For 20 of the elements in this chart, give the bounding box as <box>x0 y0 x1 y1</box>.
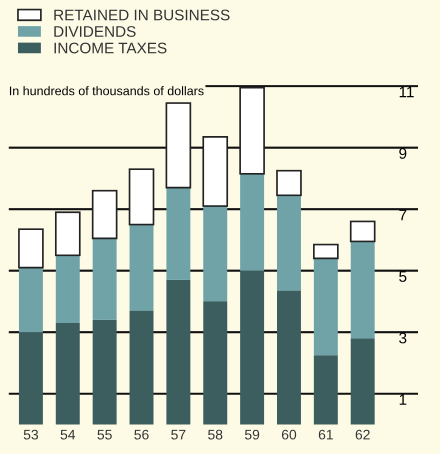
x-tick-label: 61 <box>318 430 333 440</box>
y-tick-label: 7 <box>399 210 406 220</box>
x-tick-label: 56 <box>134 430 149 440</box>
x-tick-label: 53 <box>24 430 38 440</box>
y-tick-label: 11 <box>400 86 414 98</box>
x-tick-label: 55 <box>97 430 112 440</box>
x-tick-label: 57 <box>171 430 186 440</box>
x-tick-label: 58 <box>208 430 222 440</box>
legend-label: DIVIDENDS <box>54 26 136 37</box>
x-tick-label: 60 <box>282 430 296 440</box>
x-tick-label: 62 <box>356 430 370 440</box>
x-tick-label: 54 <box>60 430 76 440</box>
legend-label: INCOME TAXES <box>54 42 166 54</box>
y-tick-label: 3 <box>399 332 406 344</box>
y-tick-label: 9 <box>399 148 406 159</box>
x-tick-label: 59 <box>244 430 260 440</box>
y-tick-label: 5 <box>399 271 406 282</box>
y-axis-title: In hundreds of thousands of dollars <box>10 86 204 96</box>
y-tick-label: 1 <box>400 394 406 405</box>
legend-label: RETAINED IN BUSINESS <box>54 10 230 20</box>
